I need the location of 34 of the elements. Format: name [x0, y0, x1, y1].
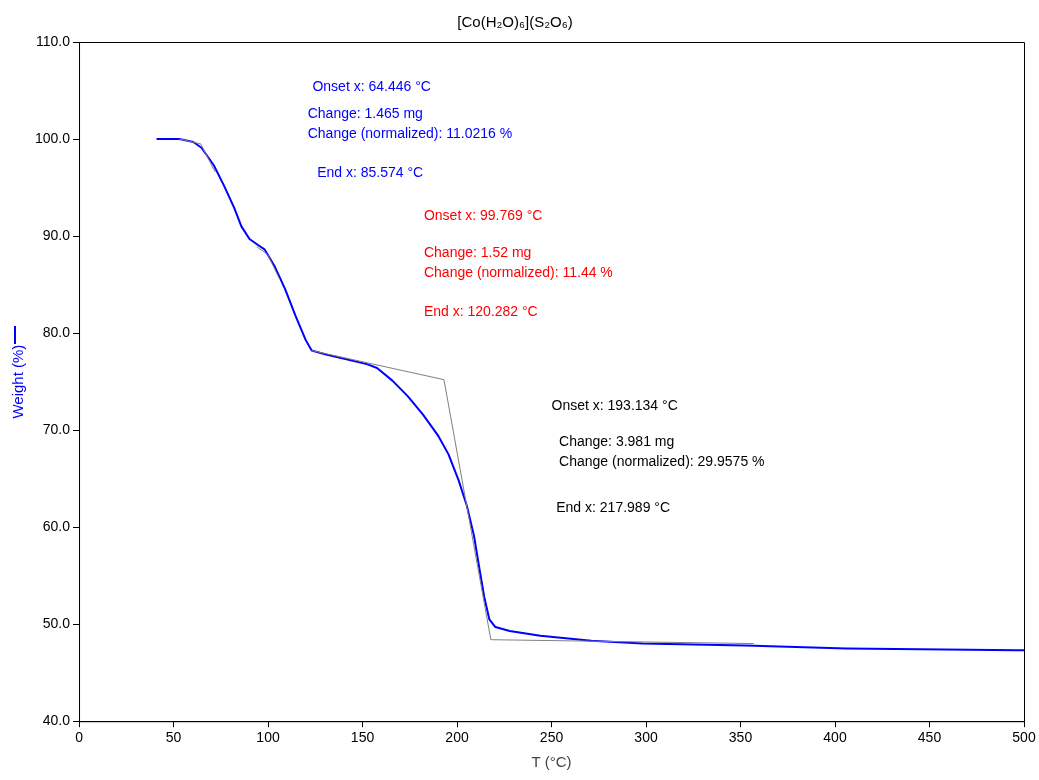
x-tick-label: 200 [445, 729, 469, 746]
y-tick-label: 110.0 [36, 32, 71, 49]
y-tick-label: 80.0 [42, 323, 71, 340]
annotation: End x: 85.574 °C [317, 163, 424, 180]
x-tick-label: 50 [165, 729, 182, 746]
annotation: Onset x: 99.769 °C [423, 206, 543, 223]
annotation: Change: 1.52 mg [423, 244, 532, 261]
chart-title: [Co(H₂O)₆](S₂O₆) [457, 13, 573, 31]
x-tick-label: 350 [728, 729, 753, 746]
y-tick-label: 70.0 [42, 420, 71, 437]
x-axis-title: T (°C) [531, 753, 572, 771]
y-tick-label: 50.0 [42, 615, 71, 632]
x-tick-label: 0 [75, 729, 84, 746]
y-axis-title: Weight (%) [9, 344, 27, 419]
annotation: Change (normalized): 11.44 % [423, 263, 613, 280]
x-tick-label: 400 [823, 729, 847, 746]
x-tick-label: 250 [539, 729, 564, 746]
x-tick-label: 300 [634, 729, 658, 746]
annotation: Change (normalized): 29.9575 % [559, 452, 765, 469]
x-tick-label: 450 [917, 729, 942, 746]
x-tick-label: 500 [1012, 729, 1036, 746]
y-tick-label: 90.0 [42, 226, 71, 243]
annotation: End x: 120.282 °C [423, 303, 538, 320]
y-tick-label: 100.0 [34, 129, 71, 146]
annotation: End x: 217.989 °C [556, 498, 671, 515]
x-tick-label: 100 [256, 729, 280, 746]
annotation: Change: 3.981 mg [559, 432, 675, 449]
annotation: Onset x: 64.446 °C [312, 77, 431, 94]
annotation: Change (normalized): 11.0216 % [307, 124, 513, 141]
y-tick-label: 60.0 [42, 518, 71, 534]
y-tick-label: 40.0 [42, 712, 71, 729]
annotation: Onset x: 193.134 °C [551, 396, 678, 413]
x-tick-label: 150 [350, 729, 375, 746]
annotation: Change: 1.465 mg [307, 104, 423, 121]
